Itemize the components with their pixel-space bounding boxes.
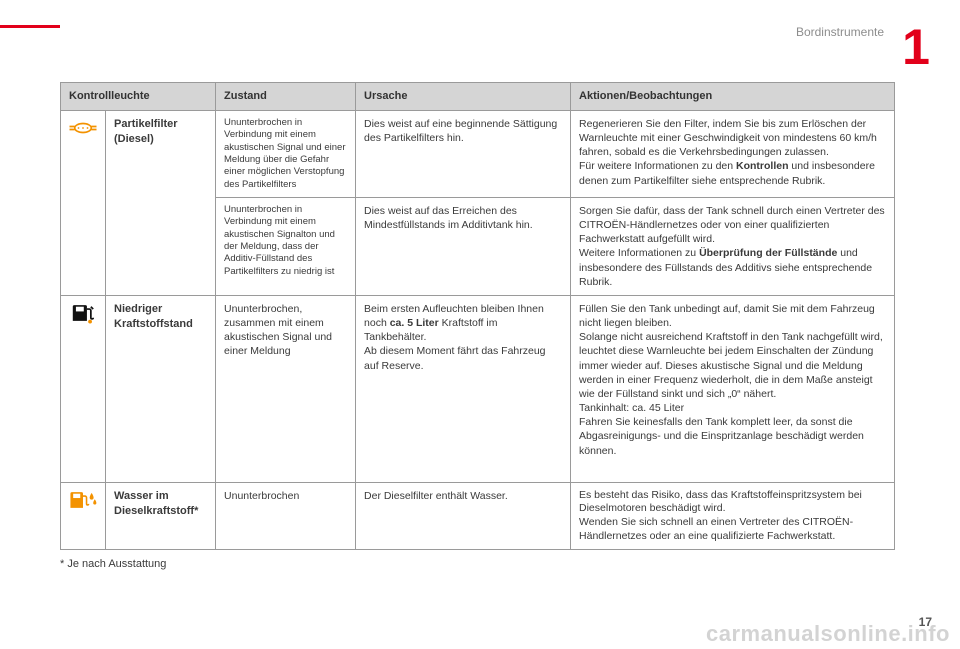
row-cause: Beim ersten Aufleuchten bleiben Ihnen no… — [356, 295, 571, 482]
warning-table-wrap: Kontrollleuchte Zustand Ursache Aktionen… — [60, 82, 895, 550]
action-text: Es besteht das Risiko, dass das Kraftsto… — [579, 489, 862, 515]
table-header-row: Kontrollleuchte Zustand Ursache Aktionen… — [61, 83, 895, 111]
action-text: Solange nicht ausreichend Kraftstoff in … — [579, 331, 883, 400]
action-bold: Kontrollen — [736, 160, 789, 172]
chapter-number: 1 — [900, 25, 932, 70]
action-text: Weitere Informationen zu — [579, 247, 699, 259]
action-bold: Überprüfung der Füllstände — [699, 247, 837, 259]
manual-page: Bordinstrumente 1 Kontrollleuchte Zustan… — [0, 0, 960, 649]
action-text: Wenden Sie sich schnell an einen Vertret… — [579, 516, 853, 542]
row-state: Ununterbrochen — [216, 482, 356, 550]
row-cause: Dies weist auf eine beginnende Sättigung… — [356, 110, 571, 197]
warning-table: Kontrollleuchte Zustand Ursache Aktionen… — [60, 82, 895, 550]
table-row: Partikelfilter (Diesel) Ununterbrochen i… — [61, 110, 895, 197]
page-header: Bordinstrumente 1 — [0, 25, 932, 70]
row-name: Niedriger Kraftstoffstand — [106, 295, 216, 482]
particulate-filter-icon — [61, 110, 106, 295]
row-action: Sorgen Sie dafür, dass der Tank schnell … — [571, 197, 895, 295]
th-action: Aktionen/Beobachtungen — [571, 83, 895, 111]
row-cause: Dies weist auf das Erreichen des Mindest… — [356, 197, 571, 295]
row-name: Partikelfilter (Diesel) — [106, 110, 216, 295]
th-indicator: Kontrollleuchte — [61, 83, 216, 111]
row-action: Regenerieren Sie den Filter, indem Sie b… — [571, 110, 895, 197]
row-action: Füllen Sie den Tank unbedingt auf, damit… — [571, 295, 895, 482]
table-row: Niedriger Kraftstoffstand Ununterbrochen… — [61, 295, 895, 482]
footnote: * Je nach Ausstattung — [60, 558, 932, 570]
row-name: Wasser im Dieselkraftstoff* — [106, 482, 216, 550]
row-state: Ununterbrochen, zusammen mit einem akust… — [216, 295, 356, 482]
action-text: Füllen Sie den Tank unbedingt auf, damit… — [579, 303, 875, 329]
action-text: Tankinhalt: ca. 45 Liter — [579, 402, 684, 414]
th-state: Zustand — [216, 83, 356, 111]
cause-text: Ab diesem Moment fährt das Fahrzeug auf … — [364, 345, 546, 371]
row-state: Ununterbrochen in Verbindung mit einem a… — [216, 197, 356, 295]
low-fuel-icon — [61, 295, 106, 482]
action-text: Fahren Sie keinesfalls den Tank komplett… — [579, 416, 864, 456]
action-text: Regenerieren Sie den Filter, indem Sie b… — [579, 118, 877, 158]
action-text: Für weitere Informationen zu den — [579, 160, 736, 172]
row-state: Ununterbrochen in Verbindung mit einem a… — [216, 110, 356, 197]
section-title: Bordinstrumente — [796, 25, 884, 39]
row-action: Es besteht das Risiko, dass das Kraftsto… — [571, 482, 895, 550]
row-cause: Der Dieselfilter enthält Wasser. — [356, 482, 571, 550]
accent-bar — [0, 25, 60, 28]
watermark: carmanualsonline.info — [706, 621, 950, 647]
action-text: Sorgen Sie dafür, dass der Tank schnell … — [579, 205, 885, 245]
table-row: Wasser im Dieselkraftstoff* Ununterbroch… — [61, 482, 895, 550]
water-in-diesel-icon — [61, 482, 106, 550]
cause-bold: ca. 5 Liter — [390, 317, 439, 329]
th-cause: Ursache — [356, 83, 571, 111]
